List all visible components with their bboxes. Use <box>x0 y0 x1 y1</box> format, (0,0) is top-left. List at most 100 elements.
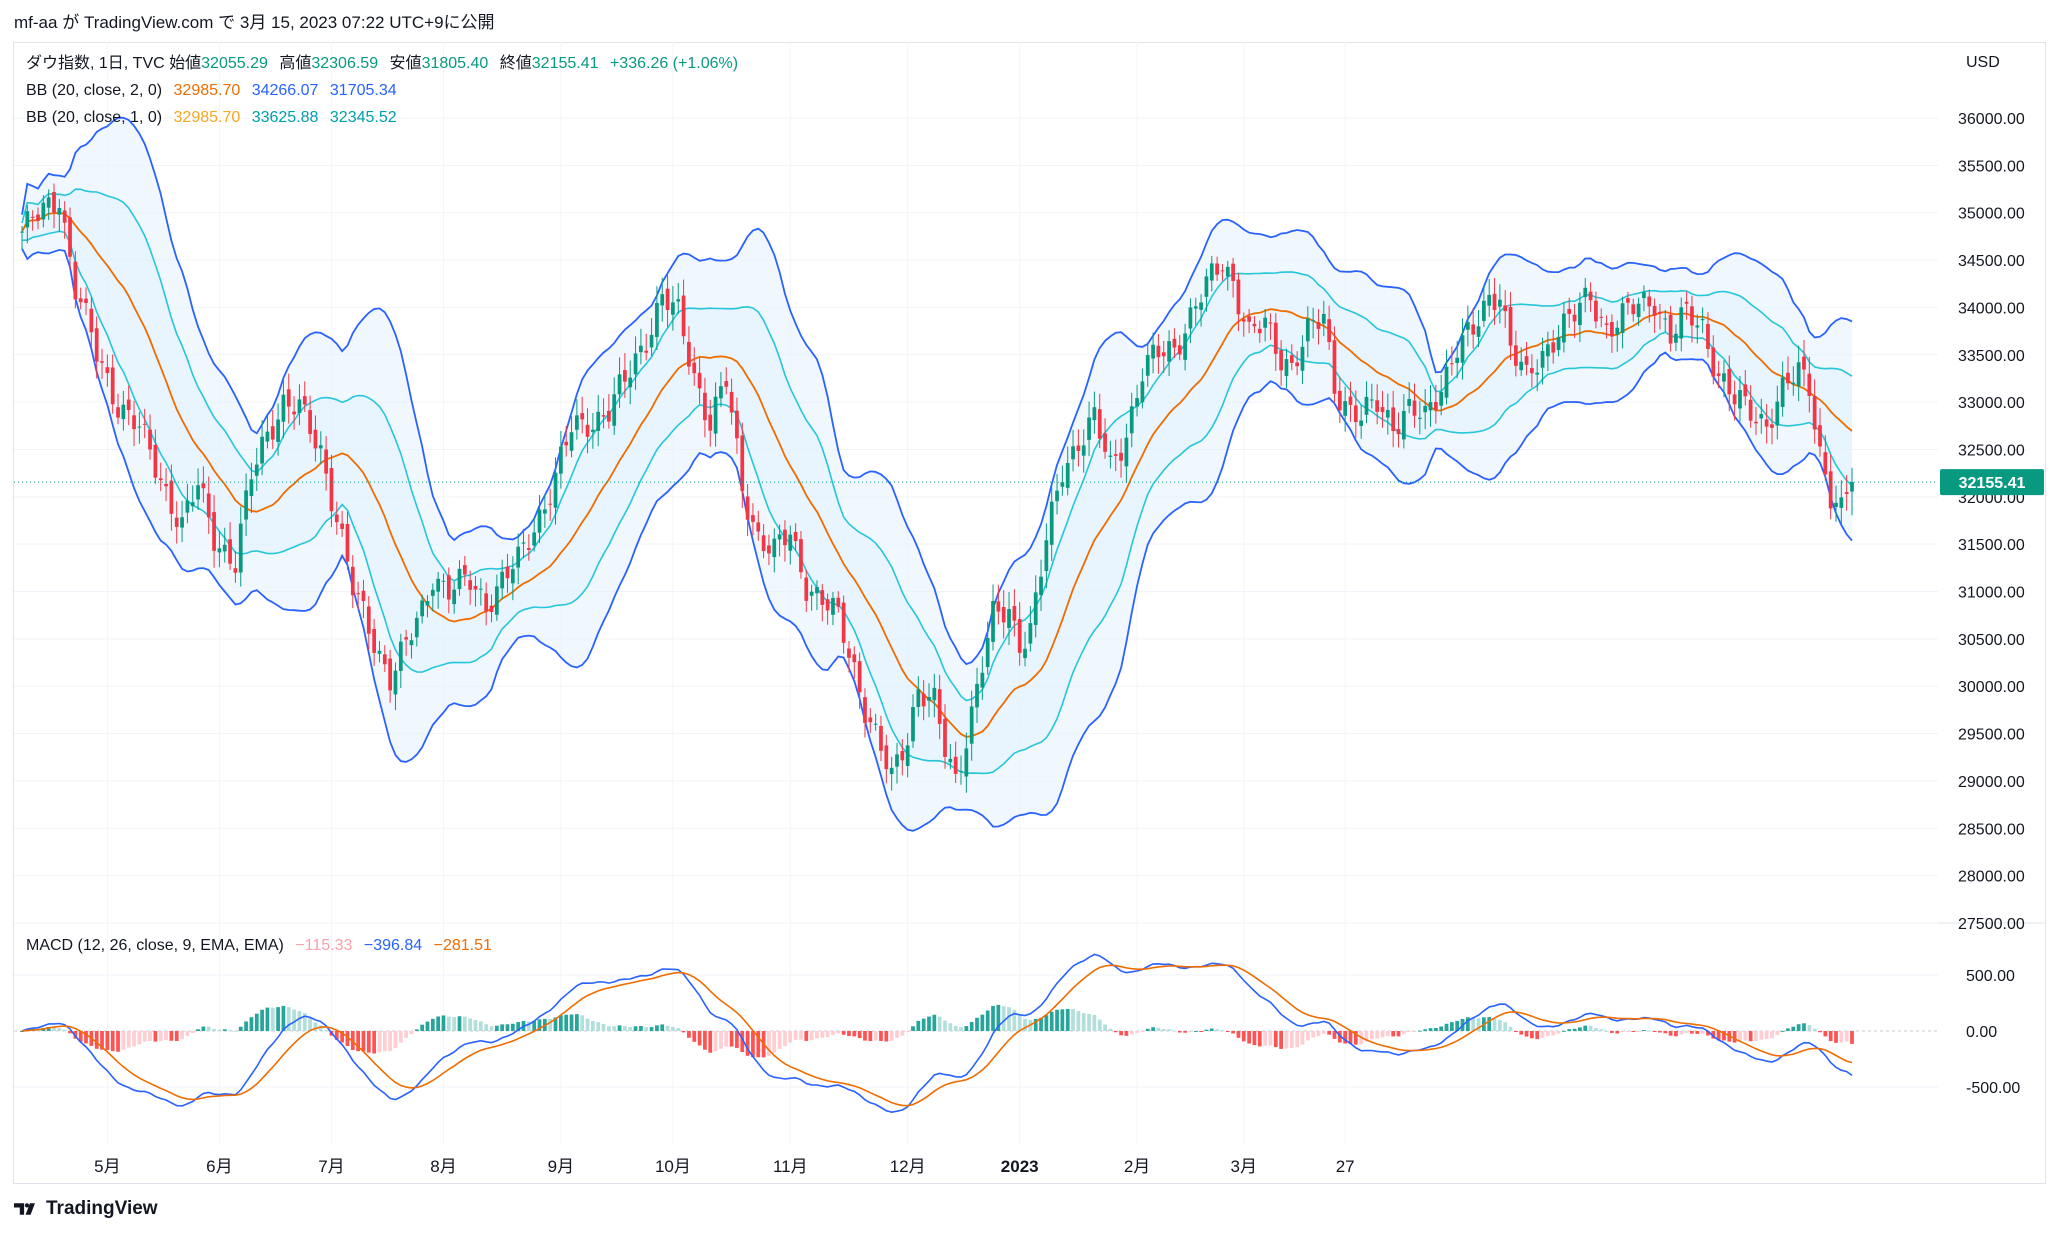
price-tick-label: 28000.00 <box>1958 869 2025 886</box>
tradingview-logo[interactable]: TradingView <box>14 1198 158 1220</box>
macd-hist-bar <box>94 1031 99 1049</box>
candle-body <box>244 490 248 520</box>
macd-hist-bar <box>980 1014 985 1031</box>
macd-hist-bar <box>473 1020 478 1031</box>
candle-body <box>521 542 526 544</box>
candle <box>1743 370 1748 406</box>
candle <box>132 400 136 447</box>
candle <box>943 704 947 769</box>
candle-body <box>751 515 755 522</box>
candle <box>1818 408 1822 457</box>
price-tick-label: 29000.00 <box>1958 774 2025 791</box>
candle-body <box>180 517 184 528</box>
candle <box>121 390 126 431</box>
candle-body <box>212 512 216 551</box>
candle-body <box>745 496 750 520</box>
candle <box>1412 383 1417 428</box>
candle <box>62 201 67 239</box>
macd-legend[interactable]: MACD (12, 26, close, 9, EMA, EMA) −115.3… <box>26 937 492 954</box>
candle <box>1530 354 1534 388</box>
candle-body <box>1273 322 1278 354</box>
candle <box>324 435 328 491</box>
candle-body <box>1594 300 1598 322</box>
macd-hist-bar <box>185 1031 190 1036</box>
candle <box>825 593 830 625</box>
candle-body <box>1012 606 1017 621</box>
candle-body <box>740 435 745 491</box>
candle <box>36 207 40 230</box>
candle-body <box>1786 372 1790 384</box>
candle-body <box>1780 377 1785 408</box>
candle <box>1679 297 1684 352</box>
candle <box>756 510 761 541</box>
macd-hist-bar <box>975 1017 979 1031</box>
candle-body <box>1481 300 1486 321</box>
bb2-legend[interactable]: BB (20, close, 2, 0) 32985.70 34266.07 3… <box>26 82 397 99</box>
macd-hist-bar <box>388 1031 393 1052</box>
macd-hist-bar <box>969 1022 974 1031</box>
candle-body <box>334 514 339 523</box>
candle <box>158 462 163 492</box>
candle-body <box>1172 338 1177 348</box>
candle <box>1449 346 1454 376</box>
macd-hist-bar <box>1081 1013 1086 1031</box>
macd-hist-bar <box>1663 1031 1668 1034</box>
macd-hist-bar <box>820 1031 825 1038</box>
macd-hist-bar <box>1519 1031 1524 1035</box>
macd-hist-bar <box>697 1031 702 1046</box>
price-tick-label: 33500.00 <box>1958 348 2025 365</box>
candle <box>1839 480 1844 525</box>
candle <box>1311 307 1316 339</box>
candle-body <box>260 436 264 464</box>
candle <box>1722 360 1726 398</box>
candle <box>1663 310 1668 332</box>
candle <box>180 500 184 543</box>
site-name[interactable]: TradingView.com <box>83 13 214 32</box>
macd-hist-bar <box>1732 1031 1737 1043</box>
macd-hist-bar <box>1722 1031 1726 1041</box>
macd-hist-bar <box>1023 1018 1027 1031</box>
bb1-lower-line <box>22 230 1853 775</box>
macd-hist-bar <box>815 1031 819 1039</box>
macd-hist-bar <box>1327 1031 1332 1035</box>
candle <box>105 354 110 387</box>
macd-hist-bar <box>1145 1028 1150 1031</box>
candle-body <box>1519 361 1524 371</box>
candle <box>377 641 382 663</box>
macd-hist-bar <box>1231 1031 1235 1034</box>
candle <box>1396 412 1401 448</box>
candle-body <box>1028 623 1033 644</box>
author-name[interactable]: mf-aa <box>14 13 58 32</box>
macd-hist-bar <box>1209 1028 1214 1031</box>
macd-hist-bar <box>1215 1029 1219 1031</box>
candle <box>1476 310 1481 347</box>
macd-hist-bar <box>436 1016 441 1031</box>
candle <box>649 318 654 357</box>
macd-hist-bar <box>78 1031 83 1042</box>
candle-body <box>286 389 291 407</box>
candle <box>628 360 633 405</box>
macd-hist-bar <box>649 1027 654 1031</box>
macd-hist-bar <box>889 1031 894 1041</box>
candle-body <box>361 590 366 602</box>
symbol-label[interactable]: ダウ指数, 1日, TVC <box>26 55 165 72</box>
candle <box>30 210 35 231</box>
macd-hist-bar <box>105 1031 110 1050</box>
candle <box>1700 307 1705 334</box>
macd-hist-bar <box>62 1029 67 1031</box>
candle <box>52 183 56 229</box>
candle <box>1348 381 1353 422</box>
candle <box>1300 335 1305 385</box>
bb1-legend[interactable]: BB (20, close, 1, 0) 32985.70 33625.88 3… <box>26 109 397 126</box>
candle-body <box>921 693 926 707</box>
macd-hist-bar <box>1508 1026 1513 1031</box>
macd-hist-bar <box>1706 1031 1710 1036</box>
candle-body <box>1604 323 1609 325</box>
candle-body <box>1540 350 1545 368</box>
candle <box>692 347 697 386</box>
macd-hist-bar <box>1199 1031 1203 1032</box>
candle-body <box>585 424 590 437</box>
candle <box>260 420 264 476</box>
macd-hist-bar <box>1594 1027 1598 1031</box>
